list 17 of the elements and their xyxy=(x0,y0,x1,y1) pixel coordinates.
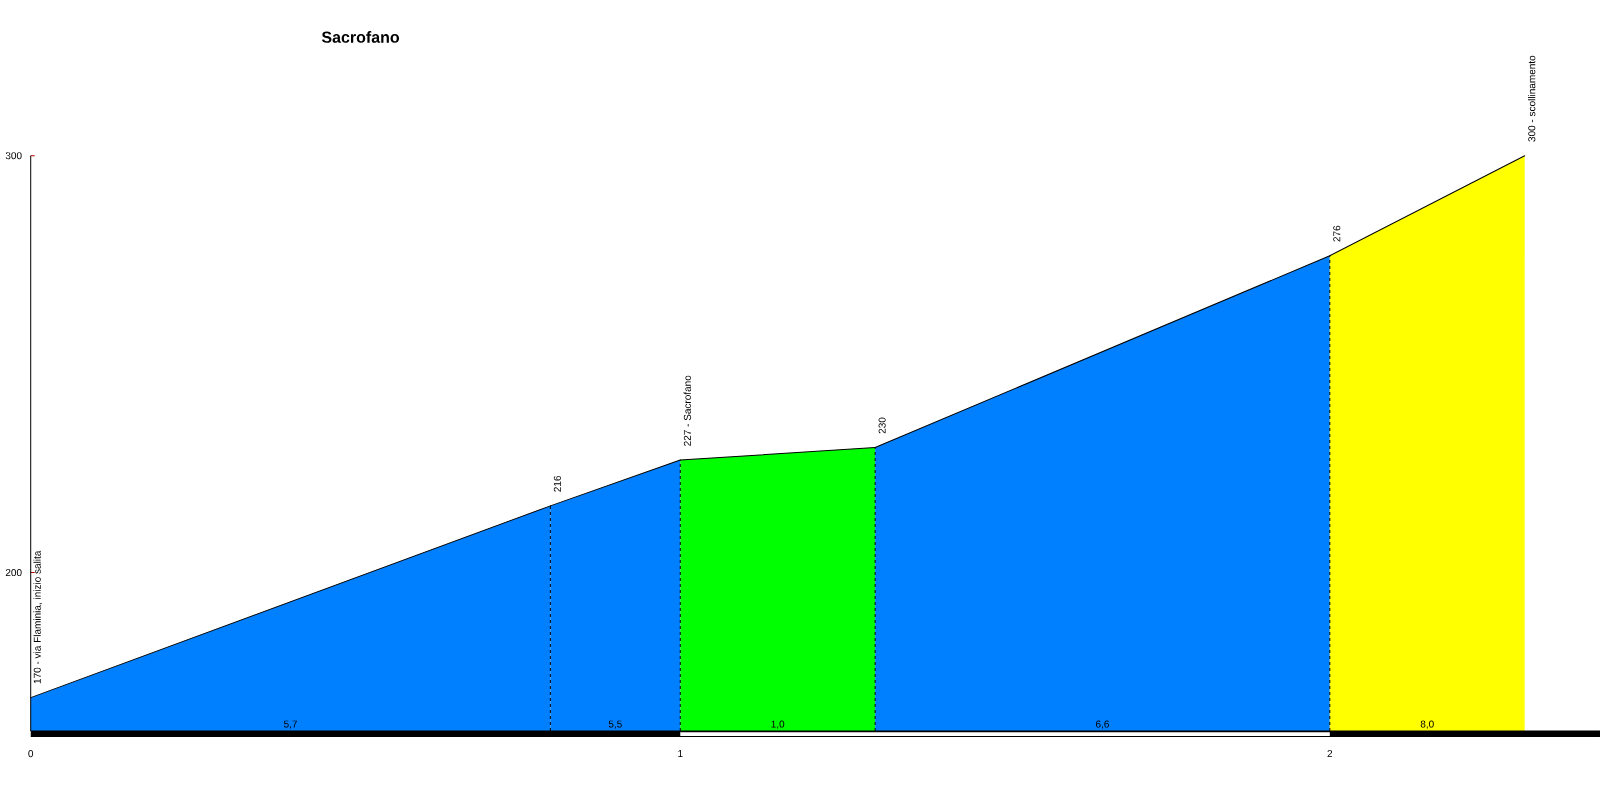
annotation: 230 xyxy=(878,417,886,434)
annotation: 300 - scollinamento xyxy=(1527,55,1536,142)
chart-title: Sacrofano xyxy=(321,31,400,43)
y-tick-label: 200 xyxy=(5,569,22,577)
annotation: 170 - via Flaminia, inizio salita xyxy=(33,550,42,684)
x-tick-label: 0 xyxy=(28,750,34,758)
annotation: 8,0 xyxy=(1420,720,1434,729)
y-tick-label: 300 xyxy=(5,152,22,160)
x-tick-label: 1 xyxy=(678,750,683,757)
annotation: 5,7 xyxy=(283,720,297,729)
x-tick-label: 2 xyxy=(1327,750,1333,758)
annotation: 5,5 xyxy=(608,720,622,729)
annotation: 216 xyxy=(553,475,561,492)
annotation: 6,6 xyxy=(1096,720,1109,729)
annotation: 227 - Sacrofano xyxy=(683,375,691,446)
annotation: 276 xyxy=(1333,225,1341,242)
annotation: 1,0 xyxy=(771,720,785,729)
